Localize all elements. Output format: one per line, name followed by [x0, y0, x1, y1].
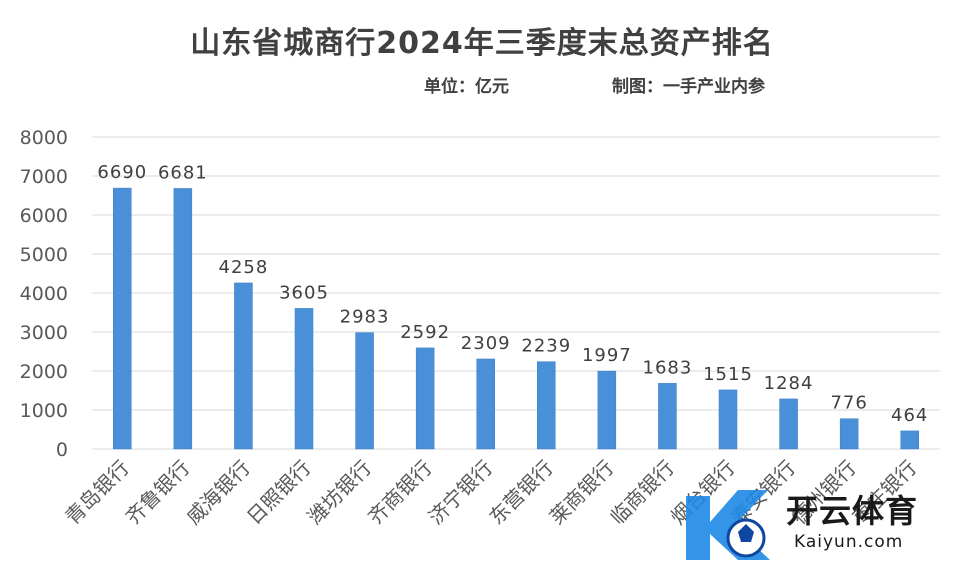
bar [658, 383, 677, 450]
data-label: 2309 [461, 333, 511, 354]
watermark-url: Kaiyun.com [794, 532, 904, 552]
data-label: 776 [830, 393, 867, 414]
watermark-brand: 开云体育 [786, 492, 919, 530]
bar [294, 308, 314, 450]
data-label: 6690 [97, 162, 147, 183]
y-tick-label: 2000 [20, 361, 68, 383]
x-category-label: 青岛银行 [60, 456, 134, 530]
x-category-label: 临商银行 [605, 456, 679, 530]
y-tick-label: 4000 [20, 283, 68, 305]
data-label: 464 [891, 405, 928, 426]
bar [415, 347, 435, 450]
x-category-label: 齐商银行 [363, 456, 437, 530]
data-label: 6681 [158, 162, 208, 183]
x-category-label: 莱商银行 [545, 456, 619, 530]
data-label: 2239 [521, 336, 571, 357]
data-label: 3605 [279, 282, 329, 303]
bar [537, 361, 556, 450]
y-tick-label: 8000 [20, 127, 68, 149]
data-label: 4258 [219, 257, 269, 278]
data-label: 2983 [340, 307, 390, 328]
y-tick-label: 7000 [20, 166, 68, 188]
x-category-label: 潍坊银行 [303, 456, 377, 530]
bar [779, 398, 798, 450]
watermark: 开云体育 Kaiyun.com [676, 476, 946, 566]
data-label: 1683 [643, 357, 693, 378]
y-tick-label: 0 [56, 439, 68, 461]
unit-label: 单位：亿元 [424, 77, 509, 97]
x-category-label: 齐鲁银行 [121, 456, 195, 530]
bar [113, 187, 132, 450]
data-label: 1997 [582, 345, 632, 366]
x-category-label: 威海银行 [181, 456, 255, 530]
y-tick-label: 6000 [20, 205, 68, 227]
bar [173, 188, 193, 450]
x-category-label: 日照银行 [242, 456, 316, 530]
y-tick-label: 3000 [20, 322, 68, 344]
bar [234, 282, 253, 450]
data-label: 1284 [764, 373, 814, 394]
chart-title: 山东省城商行2024年三季度末总资产排名 [190, 26, 774, 61]
x-category-label: 济宁银行 [424, 456, 498, 530]
kaiyun-logo-icon [686, 490, 770, 560]
bar [718, 389, 738, 450]
bar [355, 332, 374, 450]
data-label: 1515 [703, 364, 753, 385]
bar [597, 370, 617, 450]
credit-label: 制图：一手产业内参 [612, 77, 765, 97]
y-tick-label: 1000 [20, 400, 68, 422]
bar [900, 430, 919, 450]
data-label: 2592 [400, 322, 450, 343]
bar [476, 358, 495, 450]
x-category-label: 东营银行 [484, 456, 558, 530]
y-tick-label: 5000 [20, 244, 68, 266]
bar [839, 418, 859, 450]
